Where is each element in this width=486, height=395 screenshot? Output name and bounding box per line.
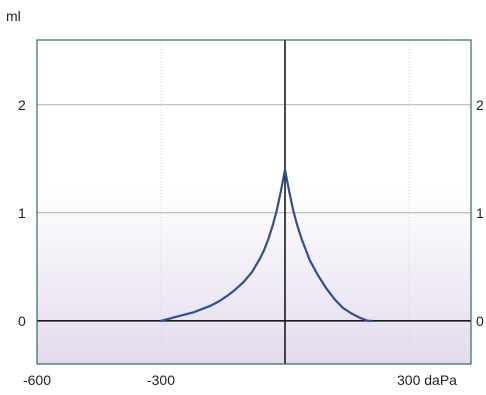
y-tick-label-right-2: 2 [476,97,484,113]
y-tick-label-left-1: 1 [18,205,26,221]
y-tick-label-left-0: 0 [18,313,26,329]
y-tick-label-right-0: 0 [476,313,484,329]
y-tick-label-right-1: 1 [476,205,484,221]
tympanogram-curve [159,168,373,322]
x-tick-label-300: 300 daPa [397,372,457,388]
y-unit-label: ml [6,8,21,24]
curve-layer [159,168,373,322]
plot-frame [36,39,472,365]
x-tick-label--300: -300 [147,372,175,388]
x-tick-label--600: -600 [23,372,51,388]
plot-area-background [37,40,471,364]
gridlines [37,40,471,364]
tick-labels: 0 0 1 1 2 2 -600 -300 300 daPa [18,97,484,388]
y-tick-label-left-2: 2 [18,97,26,113]
